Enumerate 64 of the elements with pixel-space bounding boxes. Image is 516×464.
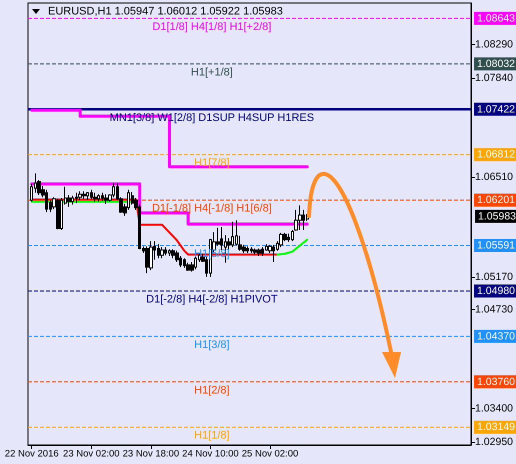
candlestick [253,248,257,256]
ref-line-label: 1.08643 [477,12,516,24]
candlestick [75,192,78,204]
candlestick [56,198,60,230]
candlestick [168,248,171,256]
x-tick-label: 25 Nov 02:00 [242,448,298,460]
candlestick [250,246,253,254]
candlestick [149,240,153,271]
candlestick [272,244,275,262]
x-tick-label: 23 Nov 02:00 [63,448,120,460]
candlestick [45,189,48,213]
x-tick-label: 24 Nov 10:00 [182,448,239,460]
candlestick [78,190,82,201]
annotation: H1[+1/8] [190,66,233,78]
candlestick [97,194,100,202]
candlestick [90,189,93,200]
y-tick-label: 1.05170 [475,270,514,283]
candlestick [257,248,261,256]
ref-line-label: 1.06812 [477,148,516,161]
candlestick [71,195,74,206]
candlestick [231,221,234,248]
candlestick [104,194,108,204]
ref-line-label: 1.03760 [477,376,516,388]
candlestick [298,204,302,230]
candlestick [302,209,305,230]
annotation: H1[2/8] [194,384,230,396]
x-tick-label: 22 Nov 2016 [4,448,59,460]
ref-line-label: 1.03149 [477,421,516,434]
candlestick [183,258,186,268]
candlestick [179,255,182,268]
y-tick-label: 1.06510 [475,171,514,184]
ref-line-label: 1.07422 [477,103,516,116]
candlestick [190,261,194,272]
candlestick [261,246,264,256]
annotation: D1[1/8] H4[1/8] H1[+2/8] [152,20,272,33]
chart-title: EURUSD,H1 1.05947 1.06012 1.05922 1.05983 [48,6,283,18]
annotation: H1[1/8] [194,430,230,442]
candlestick [157,244,160,259]
y-tick-label: 1.07840 [475,72,514,84]
ref-line-label: 1.06201 [477,194,516,206]
candlestick [164,246,167,256]
candlestick [86,192,89,201]
x-tick-label: 23 Nov 18:00 [122,448,180,460]
candlestick [93,192,97,202]
y-tick-label: 1.08290 [475,38,514,51]
candlestick [82,190,86,200]
candlestick [287,233,290,242]
annotation: D1[-2/8] H4[-2/8] H1PIVOT [146,293,278,306]
candlestick [101,192,104,202]
candlestick [160,246,164,259]
annotation: H1[3/8] [194,338,230,351]
candlestick [186,262,190,272]
y-tick-label: 1.04730 [475,304,514,316]
candlestick [279,232,283,248]
ref-line-label: 1.04980 [477,284,516,297]
ref-line-label: 1.04370 [477,330,516,342]
y-tick-label: 1.02950 [475,436,514,448]
ref-line-label: 1.05591 [477,240,516,252]
y-tick-label: 1.03400 [475,402,514,415]
candlestick [171,248,175,259]
ref-line-label: 1.08032 [477,58,516,70]
candlestick [112,182,115,198]
candlestick [246,246,249,254]
text: 1.05983 [478,210,516,222]
